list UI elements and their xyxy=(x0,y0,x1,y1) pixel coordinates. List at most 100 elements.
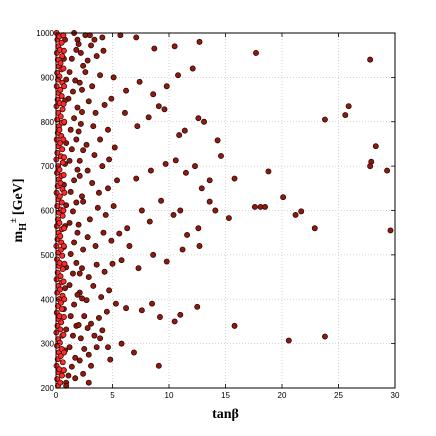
data-point xyxy=(100,47,107,54)
data-point xyxy=(58,93,65,99)
data-point xyxy=(56,166,63,173)
data-point xyxy=(100,229,107,236)
data-point xyxy=(162,160,169,167)
data-point xyxy=(195,225,202,232)
data-point xyxy=(79,109,85,115)
data-point xyxy=(94,204,101,211)
data-point xyxy=(384,167,391,174)
data-point xyxy=(201,118,207,125)
data-point xyxy=(61,260,68,267)
data-point xyxy=(118,340,125,347)
data-point xyxy=(53,189,60,196)
data-point xyxy=(74,291,81,298)
data-point xyxy=(196,243,203,249)
data-point xyxy=(58,299,64,306)
data-point xyxy=(76,172,83,179)
data-point xyxy=(367,163,374,170)
data-point xyxy=(68,363,75,370)
data-point xyxy=(73,259,80,266)
data-point xyxy=(136,78,143,85)
data-point xyxy=(196,38,203,45)
x-axis-label: tanβ xyxy=(212,407,239,422)
x-tick-label: 15 xyxy=(221,391,230,400)
data-point xyxy=(138,307,145,314)
data-point xyxy=(92,109,99,116)
axis-ticks: 0 5 10 15 20 25 30 200 300 400 500 600 700 800 900 1000 xyxy=(36,29,400,400)
data-point xyxy=(56,259,63,266)
data-point xyxy=(88,42,94,49)
data-point xyxy=(109,260,116,267)
data-point xyxy=(80,370,87,377)
data-point xyxy=(198,185,205,192)
data-point xyxy=(145,114,152,121)
data-point xyxy=(60,314,67,320)
x-tick-label: 25 xyxy=(334,391,343,400)
y-tick-label: 900 xyxy=(41,73,55,82)
y-tick-label: 200 xyxy=(41,384,55,393)
data-point xyxy=(53,276,60,283)
data-point xyxy=(77,121,84,127)
data-point xyxy=(60,136,67,143)
data-point xyxy=(155,103,162,110)
data-point xyxy=(106,287,113,294)
data-point xyxy=(387,227,394,234)
data-point xyxy=(72,375,79,382)
data-point xyxy=(147,167,154,174)
data-point xyxy=(110,74,117,81)
data-point xyxy=(93,344,100,351)
x-tick-label: 0 xyxy=(54,391,59,400)
data-point xyxy=(66,344,73,351)
data-point xyxy=(63,326,70,333)
data-point xyxy=(65,372,72,379)
data-point xyxy=(99,163,106,170)
data-point xyxy=(53,136,60,143)
data-point xyxy=(75,128,82,135)
data-point xyxy=(61,83,68,90)
data-point xyxy=(66,157,73,164)
data-point xyxy=(61,154,67,161)
data-point xyxy=(58,319,65,326)
data-point xyxy=(150,251,157,258)
data-point xyxy=(57,273,64,280)
data-point xyxy=(73,136,80,143)
data-point xyxy=(57,180,64,186)
data-point xyxy=(114,177,120,184)
data-point xyxy=(57,86,64,93)
data-point xyxy=(76,157,83,164)
data-point xyxy=(206,177,213,184)
data-point xyxy=(56,73,63,80)
data-point xyxy=(103,308,110,315)
data-point xyxy=(72,354,79,361)
data-point xyxy=(68,146,75,153)
data-point xyxy=(90,282,97,289)
data-point xyxy=(367,56,374,63)
x-tick-label: 10 xyxy=(165,391,174,400)
data-point xyxy=(67,313,74,320)
data-point xyxy=(77,335,84,342)
data-point xyxy=(149,300,155,307)
data-point xyxy=(61,189,68,196)
data-point xyxy=(91,152,98,158)
data-point xyxy=(126,243,133,249)
data-point xyxy=(133,175,140,182)
data-point xyxy=(184,231,191,238)
data-point xyxy=(133,34,140,41)
data-point xyxy=(92,243,99,249)
data-point xyxy=(60,65,67,72)
data-point xyxy=(280,194,287,201)
data-point xyxy=(61,349,68,356)
data-point xyxy=(76,357,83,364)
x-tick-label: 30 xyxy=(391,391,400,400)
data-point xyxy=(60,278,67,285)
data-point xyxy=(71,301,78,308)
data-point xyxy=(59,159,66,166)
data-point xyxy=(131,349,137,356)
data-point xyxy=(58,306,65,312)
data-point xyxy=(74,104,81,111)
data-point xyxy=(171,43,178,50)
data-point xyxy=(138,207,145,214)
y-tick-label: 800 xyxy=(41,118,55,127)
data-point xyxy=(73,199,80,206)
data-point xyxy=(177,207,184,214)
data-point xyxy=(80,62,87,69)
